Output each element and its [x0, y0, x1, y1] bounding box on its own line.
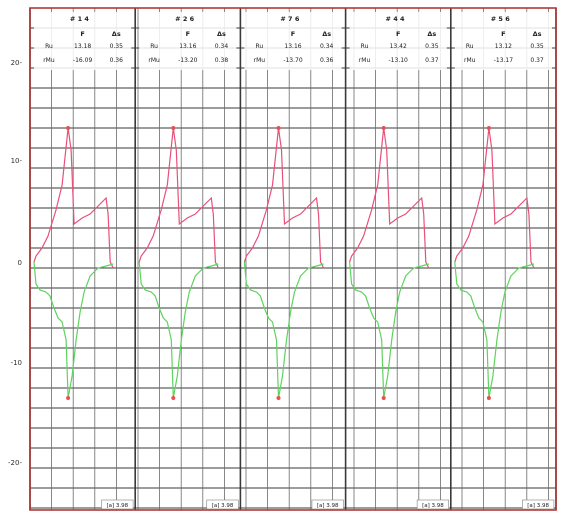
lower-trace — [243, 261, 324, 399]
row-value-ds: 0.34 — [320, 43, 334, 50]
upper-trace — [243, 127, 325, 269]
row-value-f: -13.70 — [283, 57, 303, 64]
row-value-ds: 0.36 — [320, 57, 334, 64]
row-value-ds: 0.37 — [425, 57, 439, 64]
col-header-f: F — [186, 30, 190, 38]
lower-trace — [138, 261, 219, 399]
col-header-ds: Δs — [217, 30, 226, 38]
panel-footer: [a] 3.98 — [212, 503, 234, 509]
panel-1: # 1 4 F Δs Ru 13.18 0.35 rMu -16.09 0.36 [a] 3.98 — [34, 12, 134, 510]
upper-trace — [33, 127, 114, 269]
lower-trace — [454, 261, 535, 399]
panel-footer-box — [101, 499, 134, 510]
panel-code: # 2 6 — [175, 15, 194, 23]
lower-trace — [33, 261, 114, 399]
row-value-ds: 0.35 — [110, 43, 124, 50]
panel-footer: [a] 3.98 — [106, 503, 128, 509]
col-header-ds: Δs — [427, 30, 436, 38]
plot-frame — [29, 7, 557, 511]
panels-layer: # 1 4 F Δs Ru 13.18 0.35 rMu -16.09 0.36 [a] 3.98… — [34, 12, 555, 510]
peak-marker — [381, 126, 386, 130]
panel-code: # 5 6 — [491, 15, 510, 23]
panel-header-box — [139, 12, 237, 70]
upper-trace — [138, 127, 219, 269]
upper-trace — [454, 127, 535, 269]
panel-code: # 7 6 — [280, 15, 299, 23]
panel-footer: [a] 3.98 — [422, 503, 444, 509]
row-value-ds: 0.36 — [110, 57, 124, 64]
row-label: rMu — [148, 57, 160, 64]
row-value-f: -13.20 — [178, 57, 198, 64]
panel-5: # 5 6 F Δs Ru 13.12 0.35 rMu -13.17 0.37 [a] 3.98 — [454, 12, 555, 510]
trough-marker — [486, 396, 491, 400]
row-value-f: 13.16 — [179, 43, 196, 50]
panel-footer-box — [416, 499, 449, 510]
col-header-ds: Δs — [322, 30, 331, 38]
row-label: rMu — [359, 57, 371, 64]
row-value-ds: 0.35 — [425, 43, 439, 50]
row-label: rMu — [254, 57, 266, 64]
grid-layer — [29, 7, 557, 511]
col-header-f: F — [80, 30, 84, 38]
row-label: rMu — [43, 57, 55, 64]
row-value-f: 13.18 — [74, 43, 91, 50]
panel-footer: [a] 3.98 — [317, 503, 339, 509]
panel-4: # 4 4 F Δs Ru 13.42 0.35 rMu -13.10 0.37 [a] 3.98 — [349, 12, 449, 510]
row-label: Ru — [150, 43, 158, 50]
y-tick-label: -10 — [11, 359, 22, 367]
row-label: Ru — [361, 43, 369, 50]
peak-marker — [276, 126, 281, 130]
y-tick-label: 0 — [18, 259, 22, 267]
row-value-ds: 0.37 — [530, 57, 544, 64]
panel-header-box — [244, 12, 342, 70]
panel-footer-box — [206, 499, 239, 510]
row-value-f: 13.42 — [390, 43, 407, 50]
panel-code: # 4 4 — [386, 15, 405, 23]
col-header-f: F — [396, 30, 400, 38]
panel-header-box — [454, 12, 552, 70]
lower-trace — [349, 261, 429, 399]
col-header-f: F — [501, 30, 505, 38]
trough-marker — [171, 396, 176, 400]
panel-2: # 2 6 F Δs Ru 13.16 0.34 rMu -13.20 0.38 [a] 3.98 — [139, 12, 239, 510]
row-label: Ru — [466, 43, 474, 50]
row-label: Ru — [255, 43, 263, 50]
peak-marker — [66, 126, 71, 130]
panel-footer-box — [522, 499, 555, 510]
trough-marker — [381, 396, 386, 400]
y-axis: 20- 10- 0 -10 -20- — [8, 59, 22, 467]
peak-marker — [171, 126, 176, 130]
row-value-ds: 0.34 — [215, 43, 229, 50]
panel-code: # 1 4 — [70, 15, 89, 23]
panel-footer-box — [311, 499, 344, 510]
upper-trace — [349, 127, 430, 269]
row-value-f: -13.10 — [389, 57, 409, 64]
y-tick-label: 20- — [11, 59, 23, 67]
y-tick-label: 10- — [11, 157, 23, 165]
peak-marker — [486, 126, 491, 130]
panel-header-box — [349, 12, 447, 70]
row-value-f: 13.16 — [284, 43, 301, 50]
row-label: rMu — [464, 57, 476, 64]
row-value-ds: 0.35 — [530, 43, 544, 50]
trough-marker — [66, 396, 71, 400]
trough-marker — [276, 396, 281, 400]
col-header-ds: Δs — [533, 30, 542, 38]
row-value-f: -16.09 — [73, 57, 93, 64]
traces-layer — [33, 126, 535, 400]
panel-header-box — [34, 12, 132, 70]
col-header-ds: Δs — [112, 30, 121, 38]
row-value-ds: 0.38 — [215, 57, 229, 64]
col-header-f: F — [291, 30, 295, 38]
row-value-f: 13.12 — [495, 43, 512, 50]
y-tick-label: -20- — [8, 459, 22, 467]
panel-3: # 7 6 F Δs Ru 13.16 0.34 rMu -13.70 0.36 [a] 3.98 — [244, 12, 344, 510]
row-value-f: -13.17 — [494, 57, 514, 64]
row-label: Ru — [45, 43, 53, 50]
panel-footer: [a] 3.98 — [527, 503, 549, 509]
